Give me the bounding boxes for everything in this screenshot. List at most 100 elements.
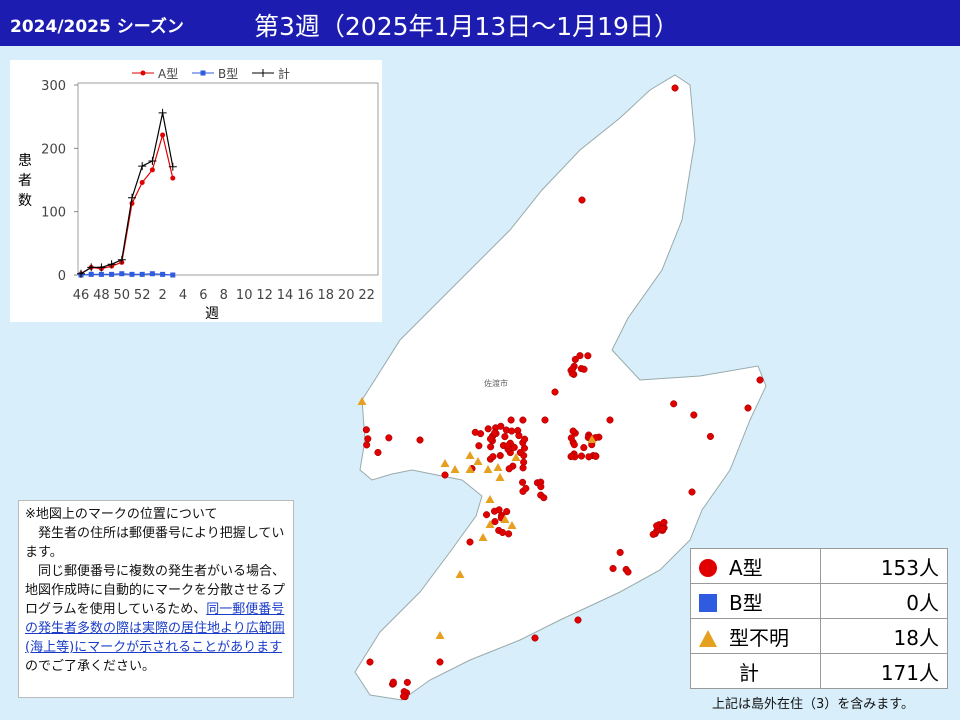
point — [139, 271, 145, 277]
note-paragraph: 同じ郵便番号に複数の発生者がいる場合、地図作成時に自動的にマークを分散させるプロ… — [25, 562, 287, 676]
legend-row: B型 0人 — [690, 583, 948, 619]
city-label: 佐渡市 — [484, 378, 508, 388]
x-tick-label: 14 — [277, 288, 294, 303]
case-marker — [574, 616, 582, 624]
case-marker — [483, 511, 491, 519]
symbol — [699, 593, 717, 612]
header: 2024/2025 シーズン 第3週（2025年1月13日～1月19日） — [0, 0, 960, 46]
unknown-type-marker — [485, 520, 495, 528]
legend-marker — [140, 70, 146, 76]
case-marker — [567, 434, 575, 442]
case-marker — [484, 425, 492, 433]
case-marker — [531, 634, 539, 642]
unknown-type-marker — [357, 397, 367, 405]
case-marker — [496, 452, 504, 460]
series-line — [80, 132, 174, 275]
x-tick-label: 8 — [220, 288, 228, 303]
unknown-type-marker — [483, 465, 493, 473]
point — [107, 260, 116, 269]
case-marker — [649, 530, 657, 538]
case-marker — [537, 483, 545, 491]
case-marker — [580, 444, 588, 452]
case-marker — [606, 416, 614, 424]
case-marker — [522, 484, 530, 492]
case-marker — [569, 365, 577, 373]
point — [87, 263, 96, 272]
case-marker — [756, 376, 764, 384]
case-marker — [616, 548, 624, 556]
point — [170, 175, 176, 181]
case-marker — [570, 441, 578, 449]
point — [168, 162, 177, 171]
point — [158, 108, 167, 117]
case-marker — [540, 494, 548, 502]
case-marker — [585, 453, 593, 461]
note: ※地図上のマークの位置について 発生者の住所は郵便番号により把握しています。 同… — [18, 500, 294, 698]
x-tick-label: 6 — [199, 288, 207, 303]
legend-label: A型 — [158, 67, 178, 81]
note-title: ※地図上のマークの位置について — [25, 507, 218, 522]
point — [149, 167, 155, 173]
case-marker — [519, 416, 527, 424]
unknown-type-marker — [435, 631, 445, 639]
point — [148, 157, 157, 165]
case-marker — [501, 433, 509, 441]
row-value: 153人 — [820, 548, 948, 584]
legend-marker — [259, 69, 267, 77]
case-marker — [363, 441, 371, 449]
point — [160, 271, 166, 277]
case-marker — [364, 435, 372, 443]
case-marker — [592, 452, 600, 460]
y-tick-label: 300 — [41, 79, 66, 94]
unknown-type-marker — [465, 465, 475, 473]
case-marker — [489, 453, 497, 461]
case-marker — [568, 452, 576, 460]
case-marker — [441, 471, 449, 479]
case-marker — [580, 365, 588, 373]
case-marker — [670, 400, 678, 408]
point — [88, 271, 94, 277]
case-marker — [505, 530, 513, 538]
case-marker — [475, 442, 483, 450]
row-label: B型 — [729, 590, 763, 615]
series-line — [80, 112, 174, 275]
x-tick-label: 18 — [318, 288, 335, 303]
x-tick-label: 10 — [236, 288, 253, 303]
symbol — [699, 629, 717, 647]
case-marker — [577, 452, 586, 460]
case-marker — [515, 432, 523, 440]
case-marker — [576, 352, 584, 360]
case-marker — [503, 508, 511, 516]
row-value: 0人 — [820, 583, 948, 619]
case-marker — [400, 692, 408, 700]
case-marker — [519, 478, 527, 486]
y-tick-label: 0 — [58, 269, 66, 284]
x-tick-label: 52 — [134, 288, 151, 303]
case-marker — [389, 678, 397, 686]
point — [129, 271, 135, 277]
note-paragraph: 発生者の住所は郵便番号により把握しています。 — [25, 526, 285, 560]
x-tick-label: 50 — [114, 288, 131, 303]
case-marker — [491, 518, 499, 526]
plot-frame — [77, 82, 379, 276]
note-link[interactable]: 同一郵便番号の発生者多数の際は実際の居住地より広範囲(海上等)にマークが示される… — [25, 602, 285, 655]
row-label: A型 — [729, 555, 763, 580]
case-marker — [521, 435, 529, 443]
y-tick-label: 100 — [41, 206, 66, 221]
point — [138, 162, 147, 171]
unknown-type-marker — [478, 533, 488, 541]
x-tick-label: 22 — [358, 288, 375, 303]
unknown-type-marker — [507, 521, 517, 529]
note-text: 同じ郵便番号に複数の発生者がいる場合、地図作成時に自動的にマークを分散させるプロ… — [25, 564, 286, 617]
x-tick-label: 2 — [158, 288, 166, 303]
case-marker — [660, 518, 668, 526]
point — [160, 132, 166, 138]
case-marker — [436, 658, 444, 666]
case-marker — [569, 427, 577, 435]
case-marker — [624, 568, 632, 576]
point — [97, 263, 106, 272]
unknown-type-marker — [440, 459, 450, 467]
case-marker — [516, 449, 524, 457]
legend-marker — [200, 70, 206, 76]
case-marker — [519, 464, 527, 472]
